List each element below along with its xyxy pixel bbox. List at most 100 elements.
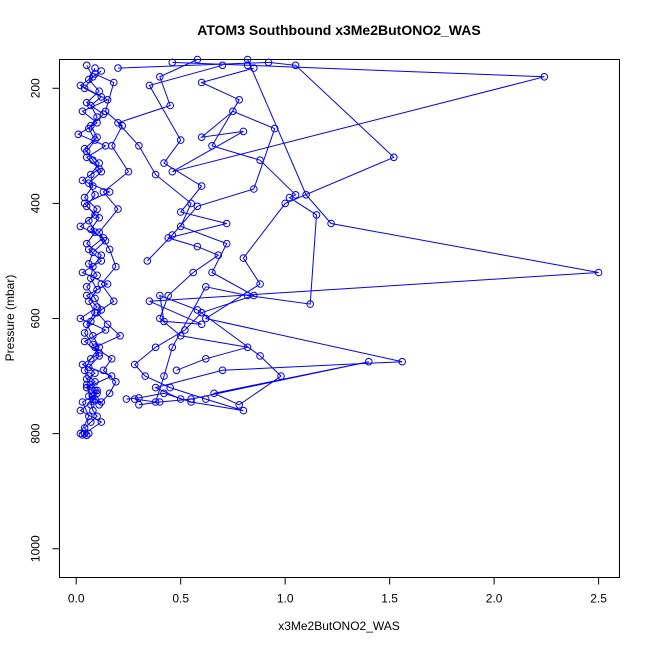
data-point xyxy=(91,211,99,219)
data-point xyxy=(202,283,210,291)
data-point xyxy=(145,81,154,90)
data-point xyxy=(112,378,120,386)
data-point xyxy=(222,239,231,248)
data-point xyxy=(141,372,149,380)
series-2 xyxy=(76,64,110,438)
data-point xyxy=(256,352,264,360)
data-point xyxy=(193,202,202,211)
data-point xyxy=(160,159,168,167)
data-point xyxy=(87,225,95,234)
data-point xyxy=(176,208,185,216)
data-point xyxy=(76,222,85,231)
data-point xyxy=(281,199,290,208)
data-point xyxy=(99,234,108,242)
data-point xyxy=(312,211,321,219)
data-point xyxy=(89,406,97,415)
data-point xyxy=(218,366,227,375)
data-point xyxy=(112,262,120,271)
data-point xyxy=(193,55,202,64)
data-point xyxy=(218,61,227,70)
data-point xyxy=(291,61,300,70)
data-point xyxy=(250,185,258,193)
data-point xyxy=(222,219,231,228)
chart-title: ATOM3 Southbound x3Me2ButONO2_WAS xyxy=(197,22,480,38)
series-line xyxy=(79,67,107,434)
series-7 xyxy=(130,64,321,406)
x-tick-label: 1.0 xyxy=(277,592,294,606)
data-point xyxy=(80,329,89,337)
data-point xyxy=(285,193,294,202)
y-axis: 200 400 600 800 1000 xyxy=(29,78,60,562)
data-point xyxy=(78,268,87,277)
data-point xyxy=(116,332,124,340)
data-point xyxy=(145,297,154,306)
data-point xyxy=(93,308,101,317)
data-point xyxy=(95,165,103,173)
data-point xyxy=(87,355,95,363)
x-tick-label: 1.5 xyxy=(381,592,398,606)
data-point xyxy=(250,64,258,72)
y-tick-label: 600 xyxy=(29,308,43,328)
data-point xyxy=(114,119,122,127)
data-point xyxy=(110,297,118,306)
data-point xyxy=(114,64,122,72)
y-tick-label: 800 xyxy=(29,423,43,443)
data-point xyxy=(95,401,103,409)
data-point xyxy=(398,357,407,366)
data-point xyxy=(243,61,252,70)
data-point xyxy=(78,360,87,369)
data-point xyxy=(168,167,177,176)
data-point xyxy=(156,398,164,406)
x-axis-label: x3Me2ButONO2_WAS xyxy=(278,619,400,633)
data-point xyxy=(85,179,93,187)
data-point xyxy=(189,268,197,277)
data-point xyxy=(214,251,223,259)
data-point xyxy=(197,78,206,87)
data-point xyxy=(122,395,131,403)
data-point xyxy=(390,153,398,162)
data-point xyxy=(176,222,185,231)
data-point xyxy=(76,81,85,90)
data-point xyxy=(82,283,91,291)
data-point xyxy=(76,406,85,415)
y-axis-label: Pressure (mbar) xyxy=(3,275,17,362)
data-point xyxy=(80,144,89,153)
data-point xyxy=(156,73,164,81)
data-point xyxy=(103,320,112,329)
series-10 xyxy=(143,58,549,265)
data-point xyxy=(135,142,143,150)
series-4 xyxy=(91,70,133,409)
series-line xyxy=(138,59,599,406)
data-point xyxy=(168,343,177,352)
data-point xyxy=(107,142,116,150)
data-point xyxy=(243,343,252,352)
data-point xyxy=(208,268,216,277)
y-tick-label: 400 xyxy=(29,193,43,213)
data-point xyxy=(107,372,116,380)
data-point xyxy=(91,294,99,303)
data-point xyxy=(156,291,164,300)
series-line xyxy=(146,61,545,262)
data-point xyxy=(93,119,101,127)
x-axis: 0.0 0.5 1.0 1.5 2.0 2.5 xyxy=(68,577,607,606)
series-line xyxy=(134,67,318,403)
data-point xyxy=(99,188,108,196)
data-point xyxy=(270,124,279,133)
plot-frame xyxy=(59,59,620,578)
data-point xyxy=(95,87,103,95)
data-point xyxy=(91,343,99,352)
data-point xyxy=(85,363,93,372)
data-point xyxy=(277,372,285,380)
data-point xyxy=(235,96,243,104)
data-point xyxy=(187,395,195,403)
data-point xyxy=(135,401,143,409)
data-point xyxy=(87,170,95,179)
data-point xyxy=(101,107,110,116)
data-point xyxy=(193,242,202,251)
y-tick-label: 200 xyxy=(29,78,43,98)
data-point xyxy=(93,386,101,395)
data-point xyxy=(239,254,248,262)
data-point xyxy=(202,355,210,363)
data-point xyxy=(291,191,300,199)
data-point xyxy=(80,429,89,438)
